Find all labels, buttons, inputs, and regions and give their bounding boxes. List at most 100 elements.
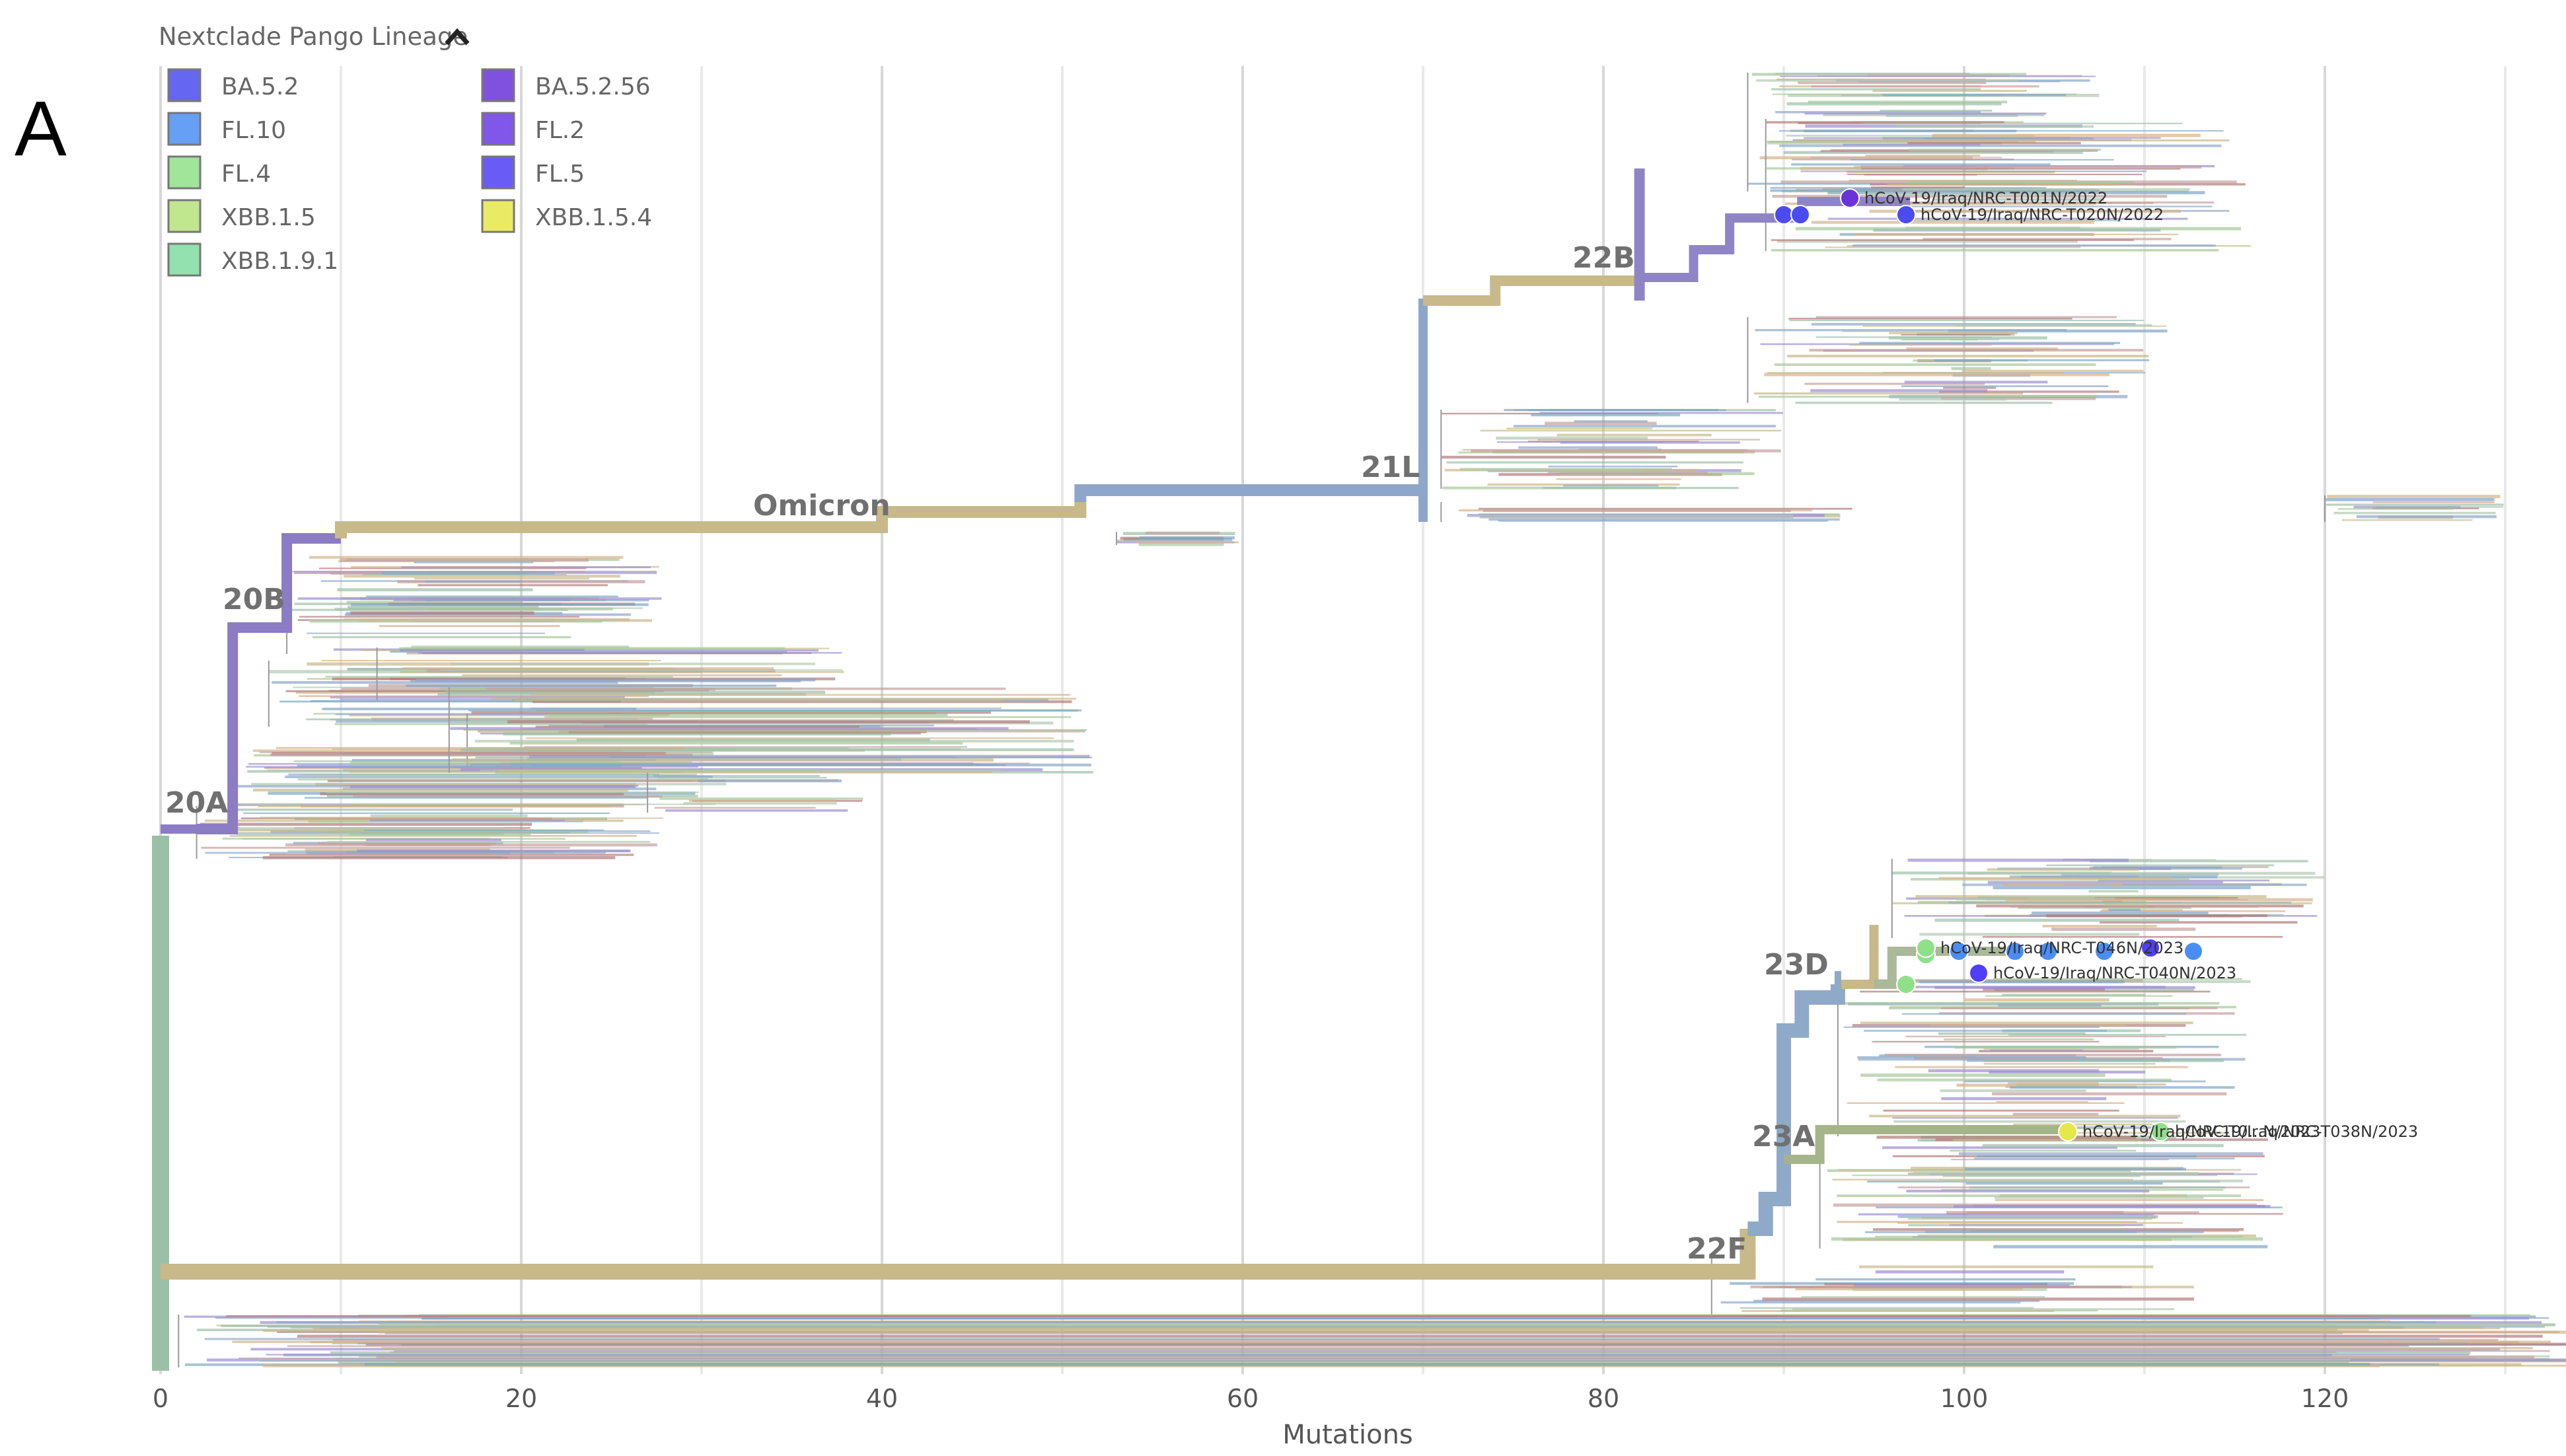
legend-entry[interactable]: BA.5.2: [167, 68, 299, 102]
legend-swatch[interactable]: [481, 68, 515, 102]
clade-label-23d: 23D: [1764, 948, 1829, 982]
legend-entry[interactable]: FL.10: [167, 112, 286, 146]
leaf-bundle: [1747, 316, 2168, 404]
branch-20B: [196, 533, 341, 834]
sample-dot[interactable]: [2150, 1122, 2170, 1142]
tree-backbone: [152, 168, 2072, 1371]
sample-label: hCoV-19/Iraq/NRC-T046N/2023: [1940, 939, 2183, 957]
leaf-bundle: [1115, 531, 1239, 546]
clade-label-22f: 22F: [1687, 1232, 1747, 1266]
leaf-branch-layer: [178, 73, 2566, 1367]
branch-omicron: [335, 502, 1087, 538]
legend-label: XBB.1.9.1: [221, 248, 338, 275]
leaf-bundle: [232, 746, 737, 807]
legend-entry[interactable]: XBB.1.5.4: [481, 199, 652, 233]
clade-label-23a: 23A: [1752, 1120, 1815, 1153]
branch-21L: [1074, 484, 1423, 502]
branch-23: [1747, 984, 1845, 1236]
branch-23D-parent: [1837, 925, 1879, 989]
legend: Nextclade Pango Lineage BA.5.2 FL.10 FL.4 X…: [159, 22, 652, 277]
leaf-bundle: [1837, 978, 2251, 1136]
sample-dot[interactable]: [1774, 205, 1794, 225]
sample-dot[interactable]: [1969, 963, 1989, 983]
x-tick-label: 0: [153, 1384, 168, 1413]
legend-swatch[interactable]: [167, 155, 202, 190]
sample-dot[interactable]: [2005, 941, 2025, 961]
leaf-bundle: [2324, 495, 2504, 522]
leaf-bundle: [1891, 858, 2325, 938]
sample-dot[interactable]: [1949, 941, 1969, 961]
sample-label: hCoV-19/Iraq/NRC-T0...N/2023: [2082, 1122, 2321, 1141]
legend-label: XBB.1.5.4: [535, 204, 652, 231]
legend-swatch[interactable]: [481, 199, 515, 233]
sample-dot[interactable]: [2141, 938, 2160, 958]
sample-label: hCoV-19/Iraq/NRC-T001N/2022: [1864, 189, 2108, 207]
x-axis-label: Mutations: [1282, 1420, 1413, 1450]
clade-label-21l: 21L: [1361, 451, 1420, 484]
leaf-bundle: [376, 647, 844, 700]
leaf-bundle: [448, 687, 1093, 774]
leaf-bundle: [647, 773, 863, 813]
branch-22B: [1639, 197, 1911, 282]
legend-label: XBB.1.5: [221, 204, 316, 231]
legend-swatch[interactable]: [481, 155, 515, 190]
panel-label: A: [15, 85, 67, 172]
clade-label-20a: 20A: [165, 786, 228, 820]
sample-label: hCoV-19/Iraq/NRC-T040N/2023: [1993, 964, 2236, 982]
sample-dot[interactable]: [2094, 941, 2114, 961]
leaf-bundle: [1710, 1255, 2194, 1315]
sample-label: hCoV-19/Iraq/NRC-T038N/2023: [2175, 1122, 2418, 1141]
legend-title: Nextclade Pango Lineage: [159, 22, 468, 51]
clade-label-omicron: Omicron: [753, 489, 891, 523]
legend-swatch[interactable]: [481, 112, 515, 146]
leaf-bundle: [178, 1314, 2566, 1367]
leaf-bundle: [196, 805, 664, 859]
sample-dot[interactable]: [1790, 205, 1810, 225]
x-tick-label: 60: [1227, 1384, 1259, 1413]
legend-entry[interactable]: XBB.1.5: [167, 199, 316, 233]
legend-swatch[interactable]: [167, 242, 202, 277]
leaf-bundle: [286, 555, 662, 654]
sample-dot[interactable]: [1840, 188, 1860, 208]
legend-swatch[interactable]: [167, 199, 202, 233]
sample-dot[interactable]: [1896, 205, 1916, 225]
leaf-bundle: [1819, 1136, 2283, 1249]
legend-label: BA.5.2.56: [535, 73, 651, 100]
legend-swatch[interactable]: [167, 68, 202, 102]
clade-label-22b: 22B: [1572, 241, 1635, 275]
legend-label: FL.5: [535, 161, 585, 188]
branch-23A: [1784, 1125, 2072, 1164]
legend-swatch[interactable]: [167, 112, 202, 146]
x-tick-label: 20: [505, 1384, 537, 1413]
legend-entry[interactable]: FL.4: [167, 155, 271, 190]
leaf-bundle: [1765, 119, 2252, 252]
legend-label: BA.5.2: [221, 73, 299, 100]
legend-entry[interactable]: FL.5: [481, 155, 585, 190]
sample-label: hCoV-19/Iraq/NRC-T020N/2022: [1921, 205, 2164, 224]
sample-dot[interactable]: [2058, 1122, 2078, 1142]
legend-label: FL.10: [221, 117, 286, 144]
sample-dot[interactable]: [2038, 941, 2058, 961]
x-tick-label: 120: [2301, 1384, 2349, 1413]
chevron-up-icon[interactable]: [445, 28, 470, 46]
x-tick-label: 100: [1940, 1384, 1989, 1413]
leaf-bundle: [1440, 502, 1852, 522]
clade-label-20b: 20B: [223, 583, 285, 616]
legend-label: FL.4: [221, 161, 271, 188]
branch-22B-parent: [1423, 275, 1640, 306]
x-tick-label: 40: [866, 1384, 898, 1413]
x-tick-label: 80: [1588, 1384, 1619, 1413]
legend-entry[interactable]: XBB.1.9.1: [167, 242, 338, 277]
legend-entry[interactable]: BA.5.2.56: [481, 68, 651, 102]
clade-label-layer: 20A 20B Omicron 21L 22B 22F 23A 23D hCoV-19/Iraq…: [165, 188, 2418, 1266]
sample-dot[interactable]: [1916, 938, 1936, 958]
legend-label: FL.2: [535, 117, 585, 144]
sample-dot[interactable]: [1896, 974, 1916, 994]
legend-entry[interactable]: FL.2: [481, 112, 585, 146]
branch-22F: [161, 1229, 1756, 1280]
leaf-bundle: [1440, 409, 1783, 490]
legend-items: BA.5.2 FL.10 FL.4 XBB.1.5 XBB.1.9.1 BA.5.2.56…: [167, 68, 652, 277]
sample-dot[interactable]: [2183, 941, 2203, 961]
